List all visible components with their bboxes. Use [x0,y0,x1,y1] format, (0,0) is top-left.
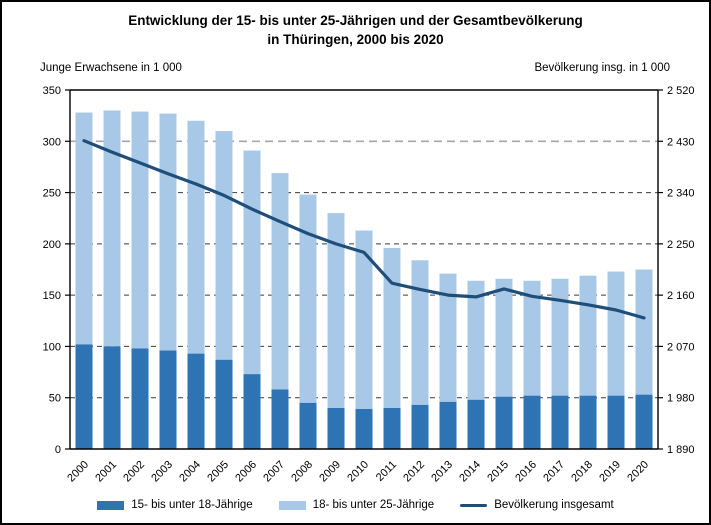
bar-segment-18-25 [411,260,429,405]
x-axis-label: 2010 [345,459,371,485]
bar-segment-18-25 [495,278,513,397]
x-axis-label: 2009 [317,459,343,485]
legend-swatch-line [460,503,488,507]
bar-segment-15-18 [467,399,485,449]
bar-segment-18-25 [215,131,233,360]
y-axis-tick-label-right: 1 890 [667,444,695,456]
bar-segment-15-18 [579,395,597,449]
y-axis-tick-label-left: 0 [55,444,61,456]
bar-segment-15-18 [327,407,345,449]
x-axis-label: 2008 [289,459,315,485]
chart-title-line2: in Thüringen, 2000 bis 2020 [267,32,444,47]
x-axis-label: 2004 [177,459,203,485]
bar-segment-18-25 [271,173,289,390]
x-axis-label: 2019 [597,459,623,485]
legend-item-population: Bevölkerung insgesamt [460,499,614,511]
bar-segment-15-18 [243,374,261,449]
bar-segment-18-25 [523,280,541,396]
bar-segment-18-25 [327,213,345,408]
bar-segment-15-18 [271,389,289,449]
bar-segment-18-25 [131,111,149,349]
x-axis-label: 2018 [569,459,595,485]
y-axis-tick-label-left: 300 [43,136,61,148]
x-axis-label: 2007 [261,459,287,485]
page-title: Entwicklung der 15- bis unter 25-Jährige… [2,11,709,49]
x-axis-label: 2003 [149,459,175,485]
bar-segment-15-18 [551,395,569,449]
x-axis-label: 2000 [65,459,91,485]
bar-segment-18-25 [187,120,205,354]
bar-segment-18-25 [579,275,597,396]
legend: 15- bis unter 18-Jährige 18- bis unter 2… [2,499,709,511]
bar-segment-18-25 [439,273,457,402]
bar-segment-15-18 [187,353,205,449]
y-axis-tick-label-right: 2 160 [667,290,695,302]
legend-item-18-25: 18- bis unter 25-Jährige [278,499,435,511]
bar-segment-18-25 [103,110,121,347]
x-axis-label: 2006 [233,459,259,485]
bar-segment-15-18 [607,395,625,449]
bar-segment-18-25 [635,269,653,395]
bar-segment-15-18 [103,346,121,449]
legend-label: 15- bis unter 18-Jährige [131,499,253,511]
x-axis-label: 2017 [541,459,567,485]
legend-label: 18- bis unter 25-Jährige [312,499,435,511]
bar-segment-18-25 [159,113,177,351]
x-axis-label: 2005 [205,459,231,485]
y-axis-tick-label-left: 100 [43,341,61,353]
y-axis-tick-label-right: 2 340 [667,188,695,200]
bar-segment-15-18 [523,395,541,449]
x-axis-label: 2013 [429,459,455,485]
bar-segment-15-18 [215,359,233,449]
y-axis-tick-label-right: 2 070 [667,341,695,353]
x-axis-label: 2012 [401,459,427,485]
y-axis-tick-label-left: 50 [49,393,61,405]
bar-segment-15-18 [355,408,373,449]
left-axis-title: Junge Erwachsene in 1 000 [40,62,182,74]
chart-title-line1: Entwicklung der 15- bis unter 25-Jährige… [128,13,583,28]
y-axis-tick-label-right: 2 250 [667,239,695,251]
bar-segment-18-25 [243,150,261,375]
y-axis-tick-label-right: 1 980 [667,393,695,405]
right-axis-title: Bevölkerung insg. in 1 000 [534,62,670,74]
y-axis-tick-label-right: 2 520 [667,85,695,97]
x-axis-label: 2016 [513,459,539,485]
bar-segment-18-25 [383,247,401,408]
bar-segment-15-18 [635,394,653,449]
x-axis-label: 2002 [121,459,147,485]
y-axis-tick-label-left: 350 [43,85,61,97]
x-axis-label: 2011 [374,459,399,484]
y-axis-tick-label-left: 200 [43,239,61,251]
population-line [82,139,646,320]
x-axis-label: 2020 [625,459,651,485]
bar-segment-15-18 [159,350,177,449]
bar-segment-15-18 [439,401,457,449]
legend-item-15-18: 15- bis unter 18-Jährige [97,499,253,511]
bar-segment-15-18 [495,396,513,449]
y-axis-tick-label-left: 250 [43,188,61,200]
bar-segment-18-25 [355,230,373,409]
legend-swatch-light-bar [278,500,306,510]
legend-swatch-dark-bar [97,500,125,510]
bar-segment-15-18 [299,402,317,449]
bar-segment-15-18 [131,348,149,449]
bar-segment-15-18 [383,407,401,449]
bar-segment-18-25 [467,280,485,400]
x-axis-label: 2014 [457,459,483,485]
bar-segment-18-25 [607,271,625,396]
y-axis-tick-label-right: 2 430 [667,136,695,148]
bar-segment-15-18 [75,344,93,449]
bar-segment-18-25 [551,278,569,396]
legend-label: Bevölkerung insgesamt [494,499,614,511]
bar-segment-18-25 [75,112,93,345]
x-axis-label: 2015 [485,459,511,485]
x-axis-label: 2001 [93,459,119,485]
y-axis-tick-label-left: 150 [43,290,61,302]
bar-segment-15-18 [411,404,429,449]
bar-segment-18-25 [299,194,317,403]
